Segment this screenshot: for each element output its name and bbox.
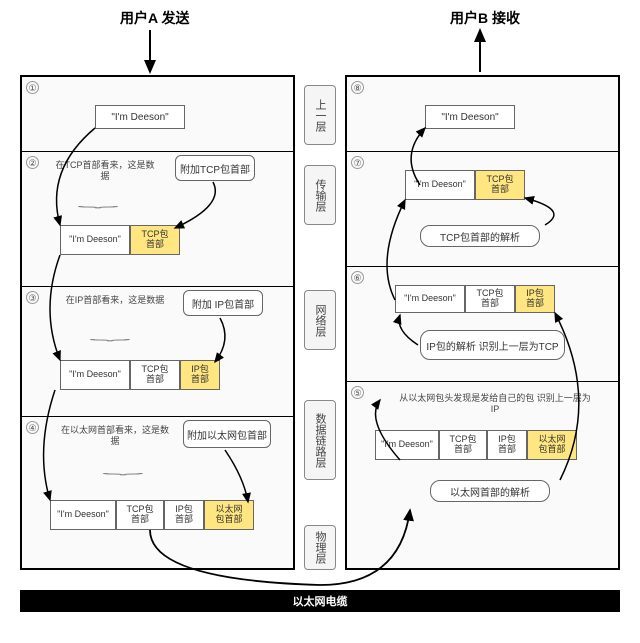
num-8: ⑧	[351, 81, 364, 94]
r8-msg: "I'm Deeson"	[425, 105, 515, 129]
title-recv: 用户B 接收	[450, 8, 520, 28]
left-column: ① ② ③ ④	[20, 75, 295, 570]
num-4: ④	[26, 421, 39, 434]
layer-app: 上一层	[304, 85, 336, 145]
num-6: ⑥	[351, 271, 364, 284]
l3-note-b: 附加 IP包首部	[183, 290, 263, 316]
num-1: ①	[26, 81, 39, 94]
layer-physical: 物理层	[304, 525, 336, 570]
r7-packet: "I'm Deeson" TCP包首部	[405, 170, 525, 200]
r7-note: TCP包首部的解析	[420, 225, 540, 247]
title-send: 用户A 发送	[120, 8, 189, 28]
ethernet-cable: 以太网电缆	[20, 590, 620, 612]
num-7: ⑦	[351, 156, 364, 169]
r6-note: IP包的解析 识别上一层为TCP	[420, 330, 565, 360]
l2-note-a: 在TCP首部看来，这是数据	[55, 160, 155, 182]
layer-datalink: 数据链路层	[304, 400, 336, 480]
r5-packet: "I'm Deeson" TCP包首部 IP包首部 以太网包首部	[375, 430, 577, 460]
l3-note-a: 在IP首部看来，这是数据	[60, 295, 170, 306]
num-2: ②	[26, 156, 39, 169]
r5-note-b: 以太网首部的解析	[430, 480, 550, 502]
l2-packet: "I'm Deeson" TCP包首部	[60, 225, 180, 255]
r6-packet: "I'm Deeson" TCP包首部 IP包首部	[395, 285, 555, 313]
layer-transport: 传输层	[304, 165, 336, 225]
layer-network: 网络层	[304, 290, 336, 350]
l4-note-b: 附加以太网包首部	[183, 420, 271, 448]
l1-msg: "I'm Deeson"	[95, 105, 185, 129]
l4-note-a: 在以太网首部看来，这是数据	[60, 425, 170, 447]
l4-packet: "I'm Deeson" TCP包首部 IP包首部 以太网包首部	[50, 500, 254, 530]
l2-note-b: 附加TCP包首部	[175, 155, 255, 181]
num-5: ⑤	[351, 386, 364, 399]
l3-packet: "I'm Deeson" TCP包首部 IP包首部	[60, 360, 220, 390]
r5-note-a: 从以太网包头发现是发给自己的包 识别上一层为 IP	[395, 393, 595, 415]
num-3: ③	[26, 291, 39, 304]
